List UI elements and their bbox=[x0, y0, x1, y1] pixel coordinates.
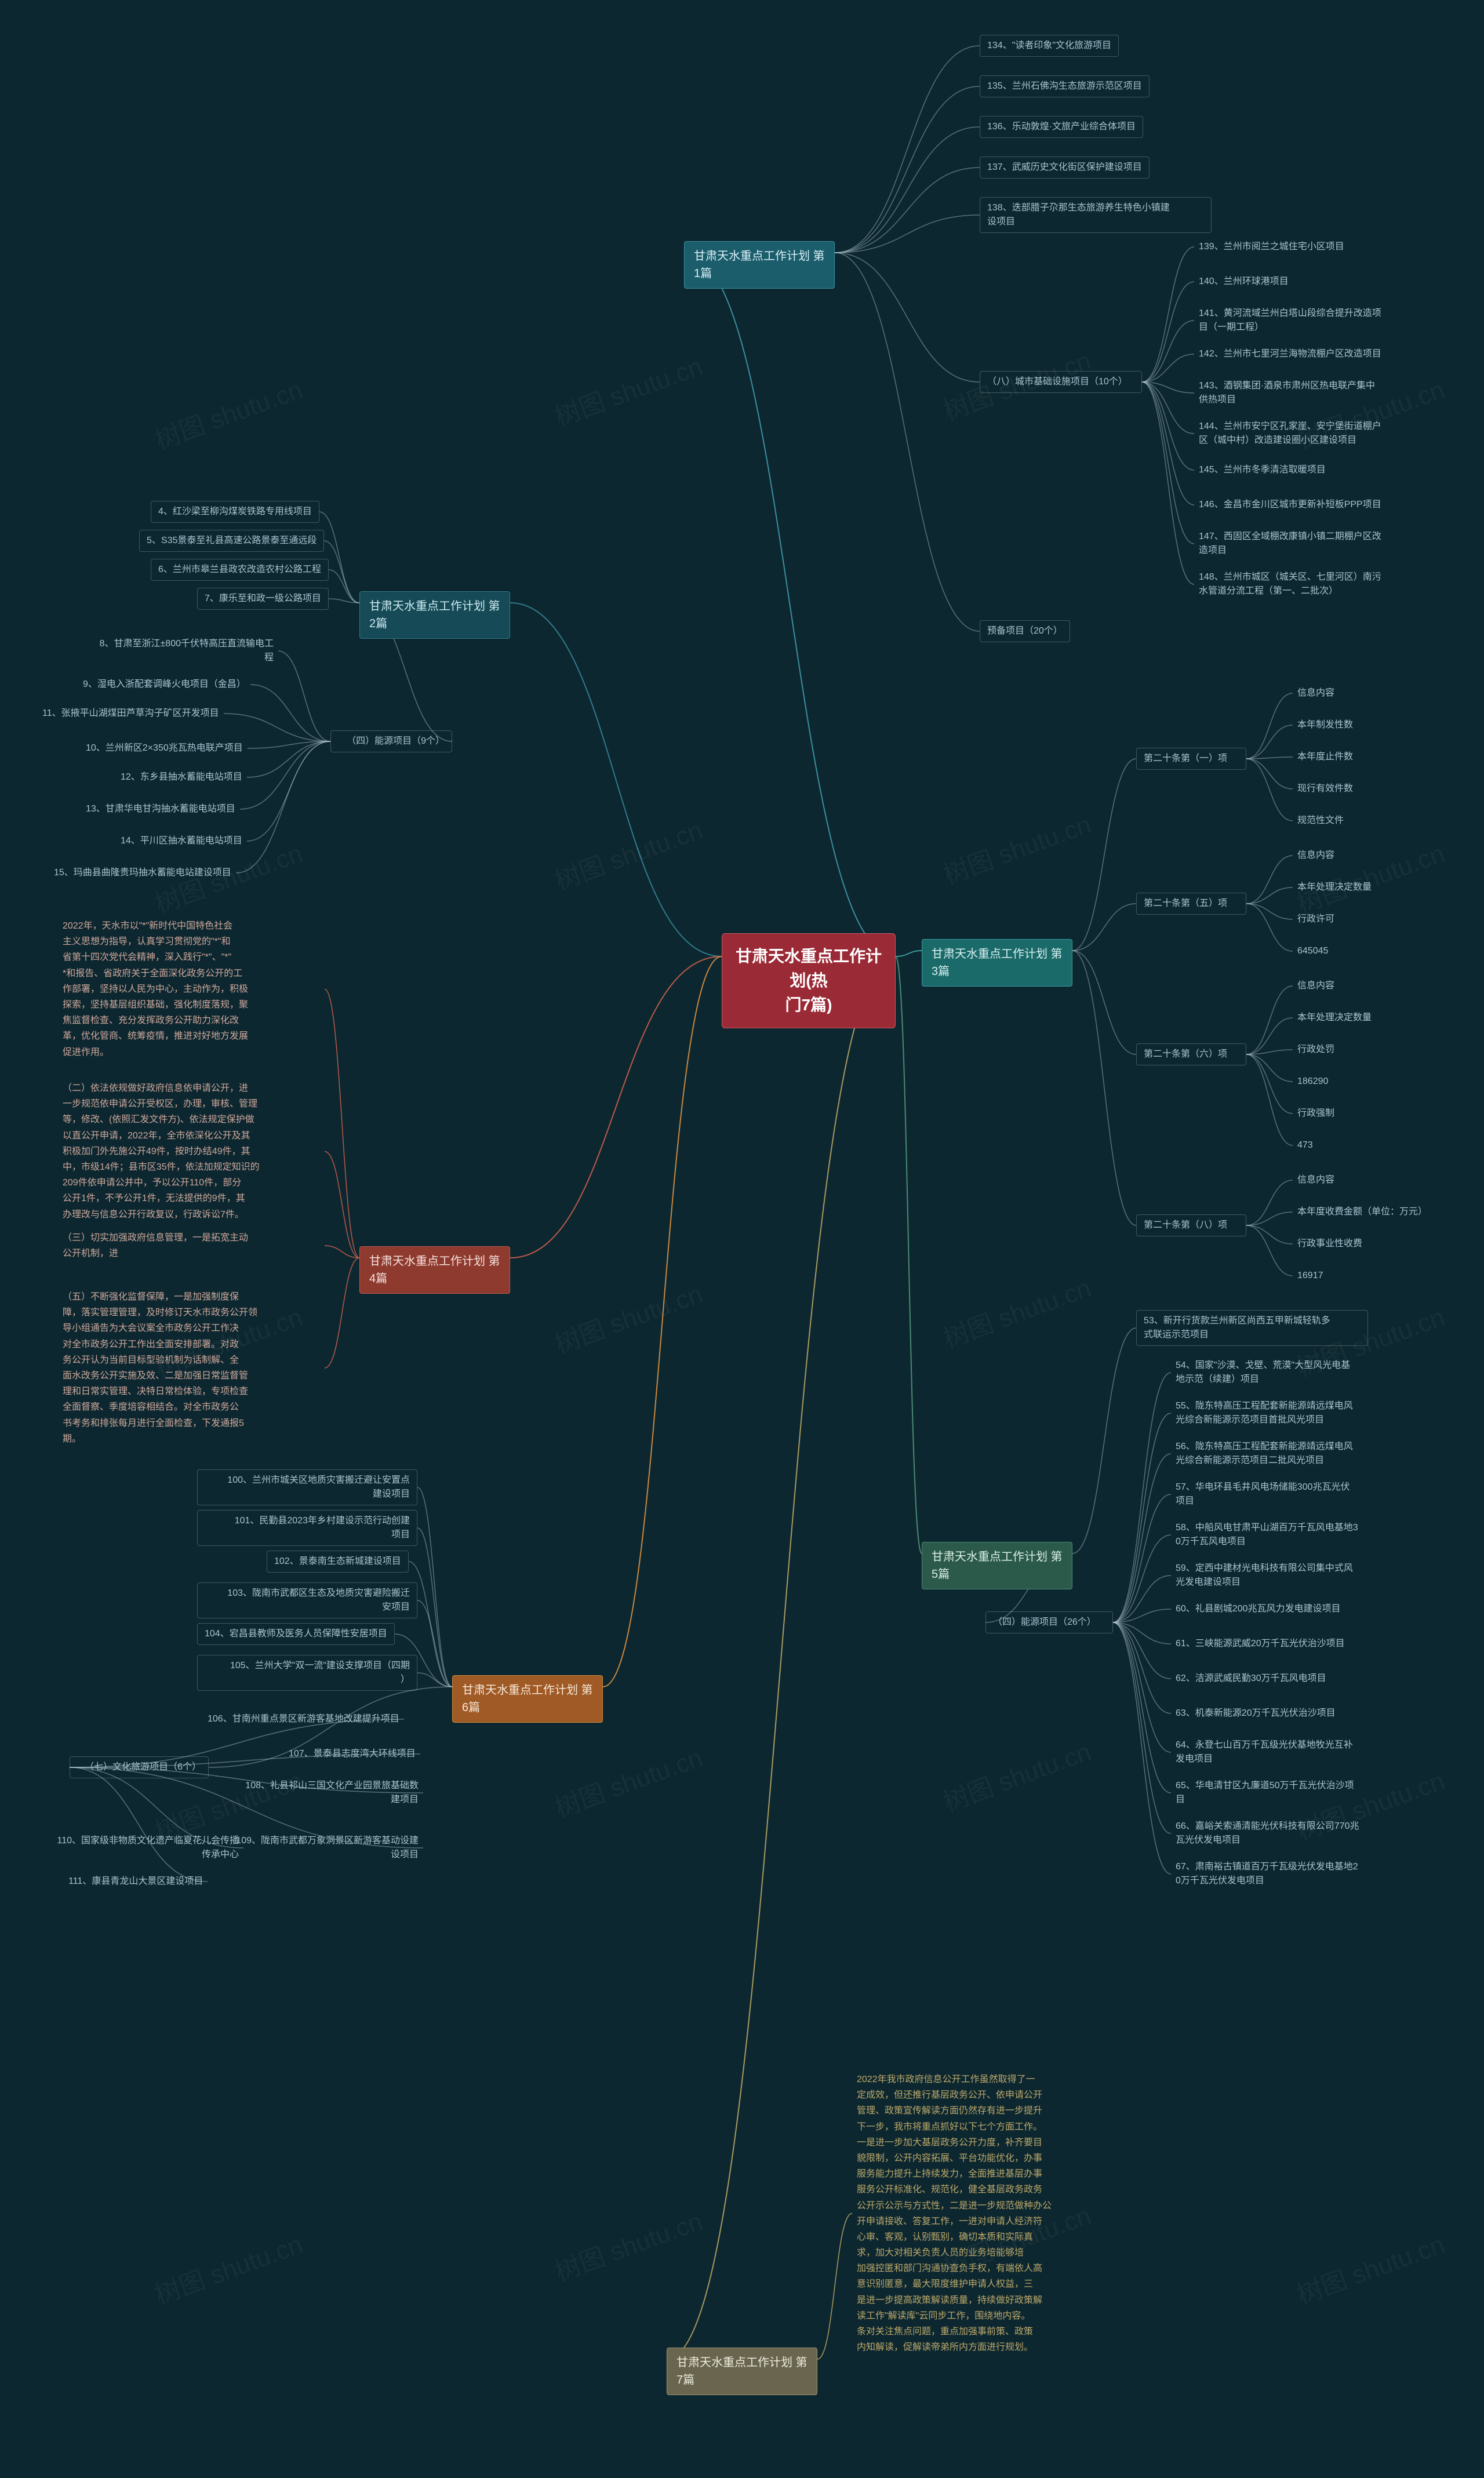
paragraph: 2022年，天水市以"*"新时代中国特色社会主义思想为指导，认真学习贯彻党的"*… bbox=[58, 916, 325, 1062]
leaf: 9、湿电入浙配套调峰火电项目（金昌） bbox=[78, 675, 250, 694]
leaf: 146、金昌市金川区城市更新补短板PPP项目 bbox=[1194, 496, 1386, 514]
leaf: 139、兰州市阅兰之城住宅小区项目 bbox=[1194, 238, 1349, 256]
leaf: 15、玛曲县曲隆贵玛抽水蓄能电站建设项目 bbox=[49, 864, 236, 882]
leaf: 140、兰州环球港项目 bbox=[1194, 272, 1293, 291]
section-s4: 甘肃天水重点工作计划 第4篇 bbox=[359, 1246, 510, 1294]
leaf: 14、平川区抽水蓄能电站项目 bbox=[116, 832, 247, 850]
leaf: 145、兰州市冬季清洁取暖项目 bbox=[1194, 461, 1330, 479]
leaf: 13、甘肃华电甘沟抽水蓄能电站项目 bbox=[81, 800, 240, 818]
group-label: （八）城市基础设施项目（10个） bbox=[980, 371, 1142, 393]
paragraph: （三）切实加强政府信息管理，一是拓宽主动公开机制，进 bbox=[58, 1228, 325, 1264]
leaf: 100、兰州市城关区地质灾害搬迁避让安置点建设项目 bbox=[197, 1469, 417, 1505]
leaf: 10、兰州新区2×350兆瓦热电联产项目 bbox=[81, 739, 248, 758]
leaf: 62、洁源武威民勤30万千瓦风电项目 bbox=[1171, 1669, 1331, 1688]
section-s7: 甘肃天水重点工作计划 第7篇 bbox=[667, 2348, 817, 2395]
group-label: （四）能源项目（9个） bbox=[330, 730, 452, 752]
leaf: 本年度止件数 bbox=[1293, 748, 1358, 766]
group-label: 第二十条第（一）项 bbox=[1136, 748, 1246, 770]
leaf: 行政事业性收费 bbox=[1293, 1235, 1367, 1253]
section-s5: 甘肃天水重点工作计划 第5篇 bbox=[922, 1542, 1072, 1589]
leaf: 141、黄河流域兰州白塔山段综合提升改造项目（一期工程） bbox=[1194, 304, 1414, 337]
group-label: 第二十条第（八）项 bbox=[1136, 1214, 1246, 1236]
section-s3: 甘肃天水重点工作计划 第3篇 bbox=[922, 939, 1072, 987]
leaf: 信息内容 bbox=[1293, 977, 1339, 995]
leaf: 101、民勤县2023年乡村建设示范行动创建项目 bbox=[197, 1510, 417, 1546]
leaf: 预备项目（20个） bbox=[980, 620, 1070, 642]
leaf: 645045 bbox=[1293, 942, 1333, 960]
leaf: 12、东乡县抽水蓄能电站项目 bbox=[116, 768, 247, 787]
leaf: 60、礼县剧城200兆瓦风力发电建设项目 bbox=[1171, 1600, 1345, 1618]
leaf: 144、兰州市安宁区孔家崖、安宁堡街道棚户区（城中村）改造建设圈小区建设项目 bbox=[1194, 417, 1414, 450]
leaf: 142、兰州市七里河兰海物流棚户区改造项目 bbox=[1194, 345, 1386, 363]
leaf: 103、陇南市武都区生态及地质灾害避险搬迁安项目 bbox=[197, 1582, 417, 1618]
leaf: 16917 bbox=[1293, 1267, 1328, 1285]
leaf: 147、西固区全域棚改康镇小镇二期棚户区改造项目 bbox=[1194, 527, 1414, 560]
leaf: 186290 bbox=[1293, 1072, 1333, 1091]
leaf: 57、华电环县毛井风电场储能300兆瓦光伏项目 bbox=[1171, 1478, 1391, 1511]
leaf: 信息内容 bbox=[1293, 846, 1339, 865]
leaf: 本年度收费金额（单位：万元） bbox=[1293, 1203, 1432, 1221]
leaf: 108、礼县祁山三国文化产业园景旅基础数建项目 bbox=[214, 1777, 423, 1809]
leaf: 行政强制 bbox=[1293, 1104, 1339, 1123]
leaf: 64、永登七山百万千瓦级光伏基地牧光互补发电项目 bbox=[1171, 1736, 1391, 1769]
leaf: 102、景泰南生态新城建设项目 bbox=[267, 1551, 409, 1573]
section-s2: 甘肃天水重点工作计划 第2篇 bbox=[359, 591, 510, 639]
leaf: 本年制发性数 bbox=[1293, 716, 1358, 734]
leaf: 110、国家级非物质文化遗产临夏花儿会传播传承中心 bbox=[12, 1832, 243, 1864]
paragraph: （二）依法依规做好政府信息依申请公开，进一步规范依申请公开受权区，办理，审核、管… bbox=[58, 1078, 325, 1225]
leaf: 134、"读者印象"文化旅游项目 bbox=[980, 35, 1119, 57]
leaf: 行政处罚 bbox=[1293, 1040, 1339, 1059]
leaf: 61、三峡能源武威20万千瓦光伏治沙项目 bbox=[1171, 1635, 1350, 1653]
leaf: 本年处理决定数量 bbox=[1293, 878, 1376, 897]
group-label: 第二十条第（六）项 bbox=[1136, 1043, 1246, 1065]
leaf: 54、国家"沙漠、戈壁、荒漠"大型风光电基地示范（续建）项目 bbox=[1171, 1356, 1391, 1389]
leaf: 137、武威历史文化街区保护建设项目 bbox=[980, 157, 1150, 179]
leaf: 63、机泰新能源20万千瓦光伏治沙项目 bbox=[1171, 1704, 1340, 1723]
leaf: 6、兰州市皋兰县政农改造农村公路工程 bbox=[151, 559, 329, 581]
leaf: 56、陇东特高压工程配套新能源靖远煤电风光综合新能源示范项目二批风光项目 bbox=[1171, 1438, 1391, 1470]
leaf: 53、新开行货款兰州新区尚西五甲新城轻轨多式联运示范项目 bbox=[1136, 1310, 1368, 1346]
group-label: 第二十条第（五）项 bbox=[1136, 893, 1246, 915]
leaf: 136、乐动敦煌·文旅产业综合体项目 bbox=[980, 116, 1143, 138]
leaf: 67、肃南裕古镇道百万千瓦级光伏发电基地20万千瓦光伏发电项目 bbox=[1171, 1858, 1391, 1890]
leaf: 148、兰州市城区（城关区、七里河区）南污水管道分流工程（第一、二批次） bbox=[1194, 568, 1414, 601]
leaf: 135、兰州石佛沟生态旅游示范区项目 bbox=[980, 75, 1150, 97]
leaf: 106、甘南州重点景区新游客基地改建提升项目 bbox=[203, 1710, 404, 1729]
leaf: 信息内容 bbox=[1293, 1171, 1339, 1189]
group-label: （四）能源项目（26个） bbox=[985, 1611, 1113, 1633]
leaf: 105、兰州大学"双一流"建设支撑项目（四期） bbox=[197, 1655, 417, 1691]
leaf: 65、华电清甘区九廉道50万千瓦光伏治沙项目 bbox=[1171, 1777, 1391, 1809]
leaf: 现行有效件数 bbox=[1293, 780, 1358, 798]
paragraph: （五）不断强化监督保障，一是加强制度保障，落实管理管理，及时修订天水市政务公开领… bbox=[58, 1287, 325, 1449]
section-s1: 甘肃天水重点工作计划 第1篇 bbox=[684, 241, 835, 289]
leaf: 143、酒钢集团·酒泉市肃州区热电联产集中供热项目 bbox=[1194, 377, 1414, 409]
leaf: 107、景泰县志度湾大环线项目 bbox=[284, 1745, 420, 1763]
leaf: 473 bbox=[1293, 1136, 1318, 1155]
leaf: 8、甘肃至浙江±800千伏特高压直流输电工程 bbox=[58, 635, 278, 667]
leaf: 66、嘉峪关索通清能光伏科技有限公司770兆瓦光伏发电项目 bbox=[1171, 1817, 1391, 1850]
leaf: 信息内容 bbox=[1293, 684, 1339, 703]
leaf: 11、张掖平山湖煤田芦草沟子矿区开发项目 bbox=[38, 704, 224, 723]
leaf: 58、中船风电甘肃平山湖百万千瓦风电基地30万千瓦风电项目 bbox=[1171, 1519, 1391, 1551]
paragraph: 2022年我市政府信息公开工作虽然取得了一定成效，但还推行基层政务公开、依申请公… bbox=[852, 2069, 1096, 2357]
section-s6: 甘肃天水重点工作计划 第6篇 bbox=[452, 1675, 603, 1723]
leaf: 55、陇东特高压工程配套新能源靖远煤电风光综合新能源示范项目首批风光项目 bbox=[1171, 1397, 1391, 1429]
leaf: 4、红沙梁至柳沟煤炭铁路专用线项目 bbox=[151, 501, 319, 523]
root-node: 甘肃天水重点工作计划(热门7篇) bbox=[722, 933, 896, 1028]
leaf: 7、康乐至和政一级公路项目 bbox=[197, 588, 329, 610]
leaf: 109、陇南市武都万象洞景区新游客基动设建设项目 bbox=[214, 1832, 423, 1864]
leaf: 138、迭部腊子尕那生态旅游养生特色小镇建设项目 bbox=[980, 197, 1212, 233]
leaf: 111、康县青龙山大景区建设项目 bbox=[64, 1872, 208, 1891]
group-label: （七）文化旅游项目（6个） bbox=[70, 1756, 209, 1778]
leaf: 59、定西中建材光电科技有限公司集中式风光发电建设项目 bbox=[1171, 1559, 1391, 1592]
leaf: 5、S35景泰至礼县高速公路景泰至通远段 bbox=[139, 530, 324, 552]
leaf: 本年处理决定数量 bbox=[1293, 1009, 1376, 1027]
leaf: 规范性文件 bbox=[1293, 812, 1348, 830]
leaf: 104、宕昌县教师及医务人员保障性安居项目 bbox=[197, 1623, 395, 1645]
leaf: 行政许可 bbox=[1293, 910, 1339, 929]
